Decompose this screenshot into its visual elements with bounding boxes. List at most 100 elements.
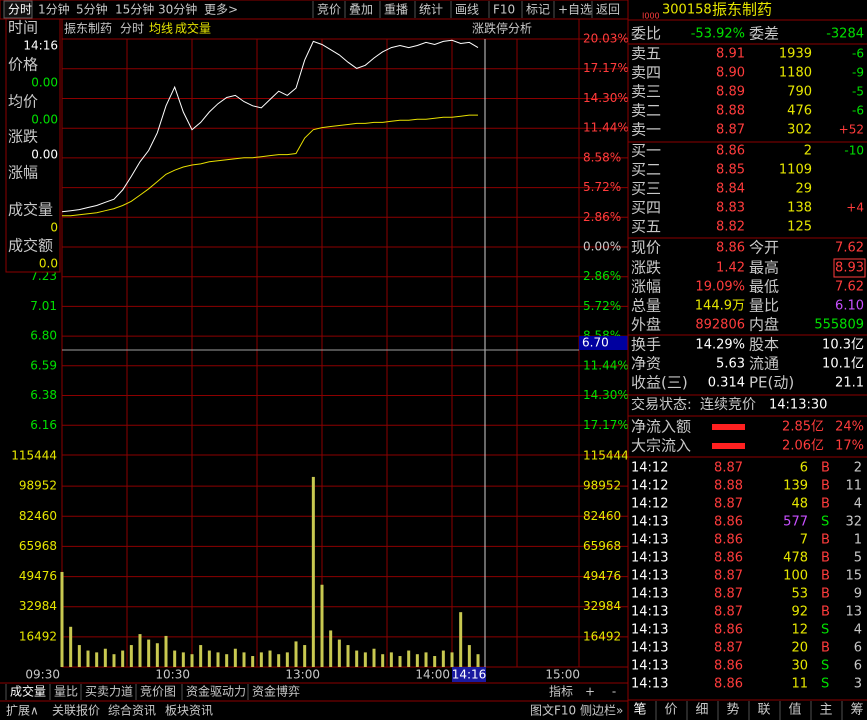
book-label: 买五 [631,218,661,236]
footer-button[interactable]: 侧边栏» [580,703,623,718]
toolbar-button[interactable]: 竞价 [317,3,341,17]
volume-bar [138,634,142,667]
flow-value: 2.06亿 [782,439,824,454]
book-price: 8.88 [716,104,745,119]
y-tick-label: 2.86% [583,210,621,224]
flow-label: 大宗流入 [631,437,691,455]
toolbar-button[interactable]: 叠加 [349,3,373,17]
volume-bar [467,645,471,667]
book-change: -6 [852,47,864,61]
book-change: +4 [846,201,864,215]
footer-tab[interactable]: 综合资讯 [108,703,156,718]
volume-bar [60,571,64,667]
volume-bar [337,639,341,667]
tick-count: 4 [854,497,862,512]
toolbar-button[interactable]: 标记 [526,3,550,17]
side-tab[interactable]: 值 [788,702,801,718]
indicator-tab[interactable]: 量比 [54,685,78,699]
footer-tab[interactable]: 关联报价 [52,703,100,718]
stock-name: 振东制药 [712,1,772,19]
info-label: 时间 [8,19,38,37]
flow-percent: 24% [835,420,864,435]
info-value: 0.00 [31,148,58,162]
book-price: 8.86 [716,144,745,159]
x-tick-label: 13:00 [285,668,320,682]
tick-count: 2 [854,461,862,476]
indicator-control[interactable]: - [612,685,616,699]
cursor-time: 14:16 [452,668,487,682]
toolbar-button[interactable]: 重播 [384,3,408,17]
book-change: +52 [839,123,864,137]
status-label: 交易状态: [631,396,692,413]
tick-side: B [821,641,830,656]
book-price: 8.82 [716,220,745,235]
indicator-tab[interactable]: 竞价图 [140,685,176,699]
period-tab[interactable]: 更多> [204,3,238,17]
flow-percent: 17% [835,439,864,454]
flow-bar [712,424,745,430]
x-tick-label: 14:00 [415,668,450,682]
side-tab[interactable]: 价 [664,703,677,718]
footer-button[interactable]: 图文F10 [530,703,576,718]
tick-time: 14:13 [631,659,668,674]
tick-volume: 577 [783,515,808,530]
y-tick-label: 5.72% [583,180,621,194]
indicator-tab[interactable]: 资金博弈 [252,684,300,699]
book-change: -5 [852,85,864,99]
side-tab[interactable]: 主 [819,703,832,718]
indicator-tab[interactable]: 成交量 [10,684,46,699]
indicator-control[interactable]: 指标 [549,684,573,699]
toolbar-button[interactable]: F10 [493,3,515,17]
toolbar-button[interactable]: 画线 [455,3,479,17]
side-tab[interactable]: 笔 [633,702,646,718]
book-change: -6 [852,104,864,118]
volume-bar [407,650,411,667]
volume-bar [95,652,99,667]
volume-tick-label: 115444 [583,449,629,463]
cursor-price-box [579,336,628,350]
tick-volume: 20 [791,641,808,656]
volume-bar [268,650,272,667]
period-tab[interactable]: 1分钟 [38,2,70,17]
toolbar-button[interactable]: 统计 [419,3,443,17]
tick-price: 8.86 [714,551,743,566]
period-tab[interactable]: 30分钟 [158,2,197,17]
period-tab[interactable]: 5分钟 [76,2,108,17]
tick-side: B [821,569,830,584]
stat-label: 总量 [631,297,661,315]
indicator-control[interactable]: + [585,685,595,699]
flow-bar [712,443,745,449]
footer-tab[interactable]: 板块资讯 [165,704,213,718]
volume-bar [363,652,367,667]
volume-bar [389,652,393,667]
analysis-button[interactable]: 涨跌停分析 [472,21,532,36]
status-time: 14:13:30 [769,398,827,413]
info-value: 0.0 [39,257,58,271]
tick-count: 5 [854,551,862,566]
book-volume: 1180 [779,66,812,81]
tick-time: 14:12 [631,479,668,494]
side-tab[interactable]: 势 [726,702,739,718]
footer-tab[interactable]: 扩展∧ [6,704,39,718]
indicator-tab[interactable]: 资金驱动力 [186,684,246,699]
stat-value: 21.1 [835,376,864,391]
volume-bar [424,652,428,667]
volume-bar [112,654,116,667]
toolbar-button[interactable]: 返回 [596,3,620,17]
volume-bar [199,645,203,667]
book-volume: 125 [787,220,812,235]
tick-volume: 7 [800,533,808,548]
tick-price: 8.86 [714,677,743,692]
stat-value: 7.62 [835,241,864,256]
tick-volume: 53 [791,587,808,602]
stat-label: 换手 [631,336,661,354]
period-tab[interactable]: 15分钟 [115,2,154,17]
indicator-tab[interactable]: 买卖力道 [85,685,133,699]
y-tick-label: 11.44% [583,121,629,135]
stock-code: 300158 [662,3,712,18]
side-tab[interactable]: 联 [757,703,770,718]
side-tab[interactable]: 筹 [850,702,863,718]
side-tab[interactable]: 细 [695,703,708,718]
toolbar-button[interactable]: +自选 [558,3,592,17]
period-tab[interactable]: 分时 [8,3,32,17]
